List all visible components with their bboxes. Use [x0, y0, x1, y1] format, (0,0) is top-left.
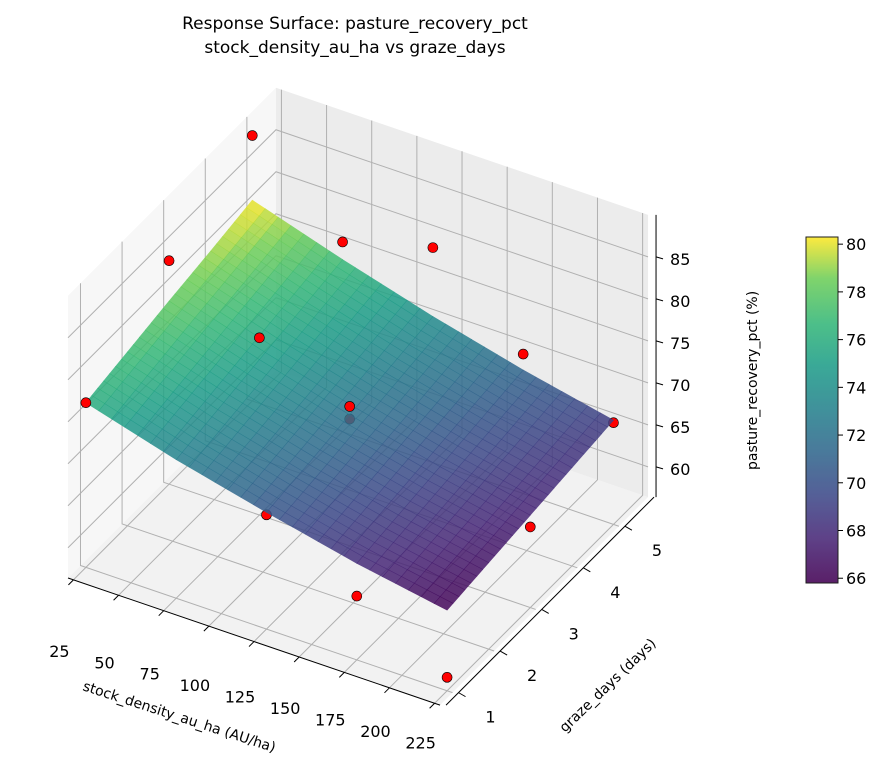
x-tick-label: 150: [270, 699, 301, 718]
x-gridline: [389, 197, 598, 689]
data-point: [351, 590, 363, 602]
data-point: [254, 332, 265, 344]
colorbar-tick-label: 78: [846, 283, 866, 302]
x-tick: [158, 610, 165, 617]
data-point: [524, 521, 536, 533]
y-tick-label: 3: [569, 624, 579, 643]
x-tick: [384, 687, 390, 694]
z-tick: [655, 340, 664, 344]
y-gridline: [121, 241, 495, 652]
y-axis-label: graze_days (days): [557, 636, 660, 736]
data-point: [337, 236, 348, 248]
z-tick-label: 75: [670, 334, 690, 353]
x-tick-label: 75: [140, 665, 160, 684]
data-point: [344, 401, 355, 412]
chart-title: Response Surface: pasture_recovery_pct: [182, 14, 528, 34]
x-tick-label: 175: [315, 710, 346, 729]
x-tick: [293, 656, 300, 663]
x-tick-label: 50: [94, 653, 114, 672]
z-tick-label: 65: [670, 418, 690, 437]
colorbar-tick-label: 80: [846, 235, 866, 254]
data-point: [441, 672, 453, 683]
x-tick-label: 225: [405, 733, 436, 752]
z-axis-label: pasture_recovery_pct (%): [745, 291, 761, 470]
data-point: [163, 255, 175, 267]
z-tick: [655, 466, 664, 470]
surface-patch: [433, 596, 454, 611]
x-tick: [429, 702, 435, 709]
data-point: [517, 348, 529, 360]
x-gridline: [434, 213, 644, 704]
y-tick: [499, 650, 508, 656]
x-tick-label: 100: [180, 676, 211, 695]
y-axis-line: [445, 496, 655, 706]
x-tick: [113, 594, 119, 601]
z-tick-label: 85: [670, 250, 690, 269]
colorbar-tick-label: 74: [846, 378, 866, 397]
y-gridline: [79, 283, 453, 694]
colorbar-tick-label: 70: [846, 474, 866, 493]
x-tick-label: 125: [225, 688, 256, 707]
x-tick-label: 200: [360, 722, 391, 741]
z-tick: [655, 256, 664, 260]
y-tick: [583, 567, 591, 573]
z-gridline: [67, 171, 649, 381]
z-tick-label: 60: [670, 460, 690, 479]
colorbar: [805, 236, 839, 584]
data-point: [80, 397, 92, 409]
y-tick-label: 1: [485, 708, 495, 727]
colorbar-tick-label: 76: [846, 331, 866, 350]
y-tick-label: 5: [652, 541, 662, 560]
y-tick: [541, 608, 549, 614]
y-tick-label: 4: [610, 583, 620, 602]
z-tick-label: 70: [670, 376, 690, 395]
y-tick-label: 2: [527, 666, 537, 685]
data-point: [246, 130, 258, 141]
chart-subtitle: stock_density_au_ha vs graze_days: [204, 38, 506, 58]
colorbar-tick-label: 68: [846, 522, 866, 541]
z-tick: [655, 424, 664, 428]
y-tick: [458, 692, 466, 698]
x-tick: [248, 641, 255, 647]
y-tick: [624, 525, 633, 531]
z-tick: [655, 298, 664, 302]
z-gridline: [67, 129, 649, 339]
z-tick-label: 80: [670, 292, 690, 311]
x-tick-label: 25: [49, 642, 69, 661]
z-tick: [655, 382, 664, 386]
data-point: [427, 242, 439, 253]
x-tick: [68, 579, 74, 586]
colorbar-tick-label: 66: [846, 569, 866, 588]
x-tick: [203, 625, 210, 632]
x-tick: [338, 672, 345, 678]
colorbar-tick-label: 72: [846, 426, 866, 445]
